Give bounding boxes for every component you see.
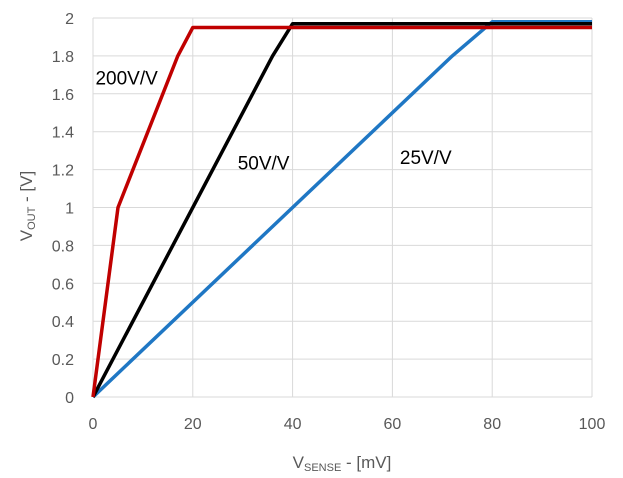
x-axis-label-main: V — [293, 453, 305, 472]
x-tick-label: 80 — [483, 416, 501, 433]
y-tick-labels: 0 0.2 0.4 0.6 0.8 1 1.2 1.4 1.6 1.8 2 — [52, 11, 74, 407]
x-tick-labels: 0 20 40 60 80 100 — [89, 416, 606, 433]
x-tick-label: 100 — [579, 416, 606, 433]
y-tick-label: 1.8 — [52, 49, 74, 66]
x-tick-label: 60 — [384, 416, 402, 433]
y-tick-label: 0.6 — [52, 276, 74, 293]
x-axis-label-sub: SENSE — [304, 462, 341, 474]
x-tick-label: 20 — [184, 416, 202, 433]
series-line-2 — [91, 21, 592, 398]
y-tick-label: 2 — [65, 11, 74, 28]
y-axis-label: VOUT - [V] — [17, 171, 38, 241]
x-tick-label: 40 — [284, 416, 302, 433]
grid-lines — [92, 17, 593, 398]
y-tick-label: 1.4 — [52, 125, 74, 142]
y-tick-label: 1.2 — [52, 163, 74, 180]
y-axis-label-main: V — [17, 229, 36, 241]
series-line-1 — [91, 20, 592, 399]
y-axis-label-sub: OUT — [26, 206, 38, 230]
series-line-3 — [91, 25, 592, 398]
x-axis-label: VSENSE - [mV] — [293, 453, 392, 474]
annotation-label: 200V/V — [95, 68, 158, 89]
annotations: 200V/V 50V/V 25V/V — [95, 68, 451, 174]
x-tick-label: 0 — [89, 416, 98, 433]
y-axis-label-rest: - [V] — [17, 171, 36, 207]
x-axis-label-rest: - [mV] — [341, 453, 391, 472]
y-tick-label: 0 — [65, 390, 74, 407]
y-tick-label: 1.6 — [52, 87, 74, 104]
y-tick-label: 0.2 — [52, 352, 74, 369]
y-tick-label: 0.4 — [52, 314, 74, 331]
y-tick-label: 0.8 — [52, 238, 74, 255]
series-lines — [91, 20, 592, 399]
annotation-label: 25V/V — [400, 148, 452, 169]
y-tick-label: 1 — [65, 201, 74, 218]
annotation-label: 50V/V — [238, 154, 290, 175]
